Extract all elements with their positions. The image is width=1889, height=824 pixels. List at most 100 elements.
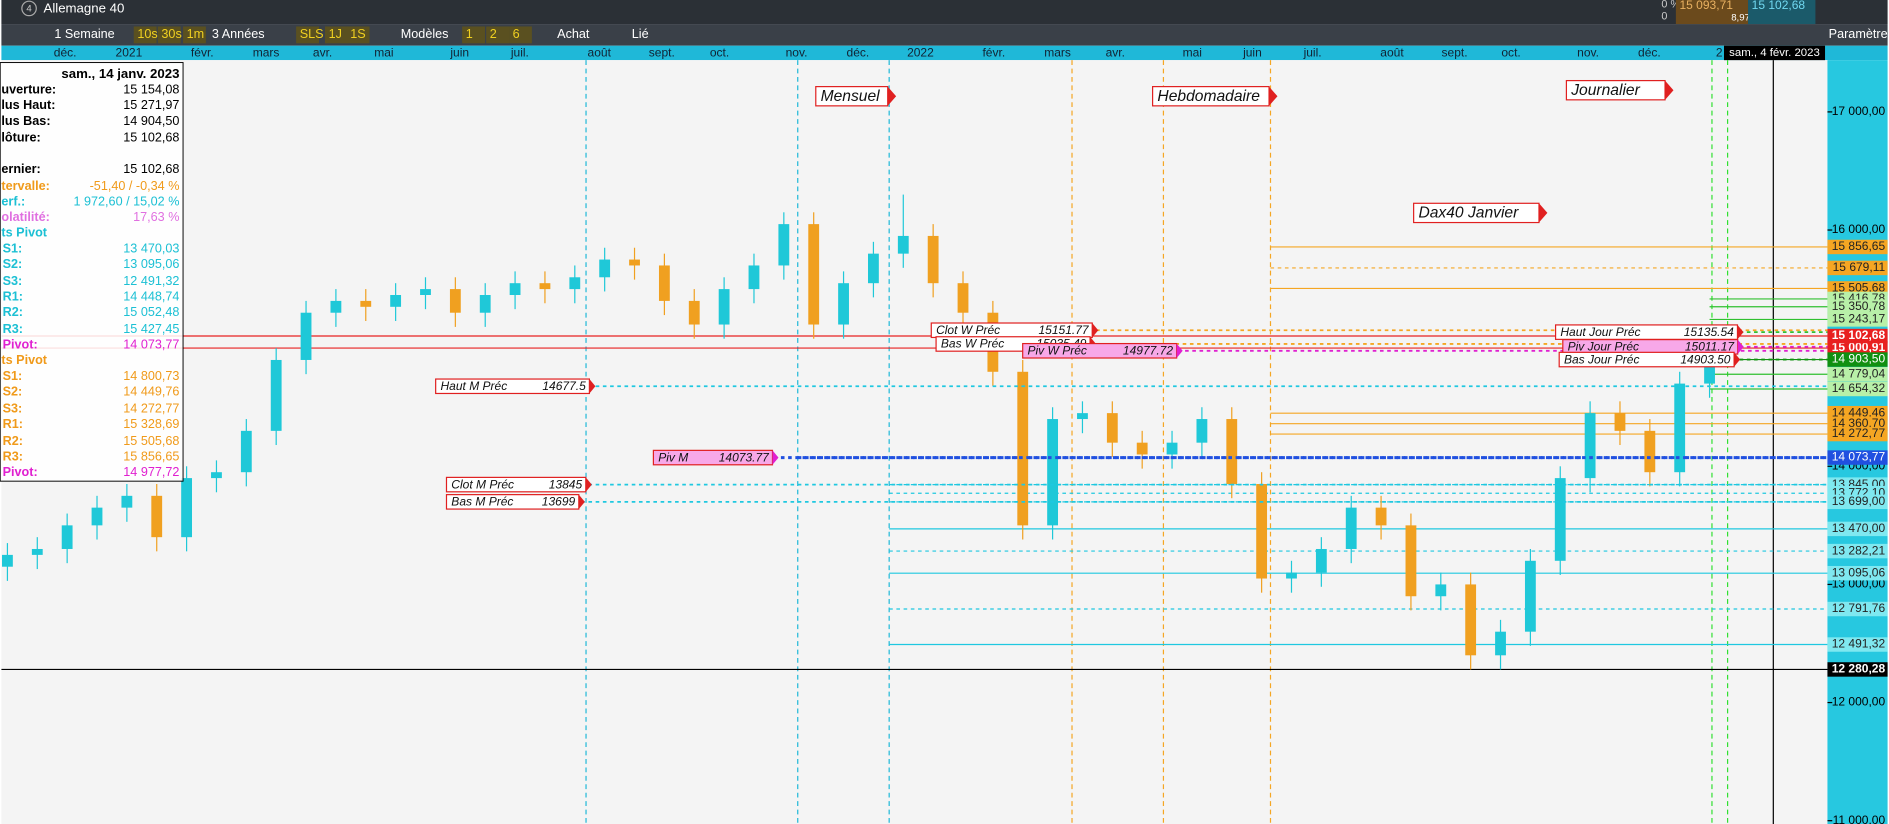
price-label: 14 073,77 xyxy=(1832,450,1886,464)
month-label: mai xyxy=(1183,46,1202,60)
annotation-arrow xyxy=(1665,80,1674,100)
panel-value: 15 052,48 xyxy=(123,305,179,319)
price-label-bg xyxy=(1827,381,1888,397)
button-bg xyxy=(157,26,181,44)
candle-body xyxy=(1256,484,1268,579)
panel-label: R3: xyxy=(3,322,23,336)
panel-label: olatilité: xyxy=(1,210,49,224)
candle-body xyxy=(1465,584,1477,656)
month-label: avr. xyxy=(1106,46,1125,60)
panel-value: 14 800,73 xyxy=(123,369,179,383)
panel-value: 1 972,60 / 15,02 % xyxy=(73,194,179,208)
price-axis xyxy=(1827,60,1888,824)
month-label: déc. xyxy=(1638,46,1661,60)
annotation-arrow xyxy=(1734,352,1741,367)
month-label: avr. xyxy=(313,46,332,60)
candle-body xyxy=(2,554,13,567)
panel-value: 15 856,65 xyxy=(123,449,179,463)
annotation-text: Piv M xyxy=(658,450,689,464)
price-label: 12 491,32 xyxy=(1832,637,1886,651)
annotation-arrow xyxy=(1092,323,1099,338)
month-label: mars xyxy=(1044,46,1071,60)
toolbar-item[interactable]: 6 xyxy=(513,27,520,41)
ask[interactable]: 15 102,68 xyxy=(1752,0,1806,12)
price-label: 13 699,00 xyxy=(1832,494,1886,508)
price-label: 15 679,11 xyxy=(1833,260,1886,274)
candle-body xyxy=(1495,631,1506,656)
panel-value: 15 102,68 xyxy=(123,131,179,145)
toolbar-item[interactable]: 1 Semaine xyxy=(54,27,114,41)
bid[interactable]: 15 093,71 xyxy=(1679,0,1733,12)
candle-body xyxy=(211,472,222,479)
info-panel xyxy=(0,62,184,482)
button-bg xyxy=(324,26,348,44)
toolbar-item[interactable]: 30s xyxy=(161,27,181,41)
candle-body xyxy=(1047,419,1059,526)
panel-title: sam., 14 janv. 2023 xyxy=(61,66,179,81)
panel-label: S1: xyxy=(3,241,23,255)
month-label: juil. xyxy=(1303,46,1322,60)
candle-body xyxy=(420,289,431,295)
price-label: 15 000,91 xyxy=(1832,340,1886,354)
y-tick-label: 12 000,00 xyxy=(1832,695,1886,709)
price-label: 12 791,76 xyxy=(1832,601,1886,615)
toolbar-item[interactable]: Achat xyxy=(557,27,590,41)
toolbar-item[interactable]: 1S xyxy=(350,27,365,41)
candle-body xyxy=(31,548,43,555)
annotation-text: Bas Jour Préc xyxy=(1564,352,1639,366)
candle-body xyxy=(1077,413,1088,420)
candle-body xyxy=(1226,419,1238,485)
settings[interactable]: Paramètres xyxy=(1829,27,1889,41)
toolbar-item[interactable]: SLS xyxy=(300,27,324,41)
price-label: 14 360,70 xyxy=(1832,416,1886,430)
price-label: 15 102,68 xyxy=(1832,328,1886,342)
time-axis xyxy=(1,45,1888,61)
panel-value: 13 095,06 xyxy=(123,257,179,271)
toolbar-item[interactable]: Lié xyxy=(632,27,649,41)
toolbar-item[interactable]: 1m xyxy=(187,27,205,41)
candle-body xyxy=(808,224,820,325)
annotation-arrow xyxy=(1269,86,1278,106)
candle-body xyxy=(778,224,790,266)
panel-label: Pivot: xyxy=(3,465,38,479)
price-label: 15 856,65 xyxy=(1832,239,1886,253)
month-label: mai xyxy=(374,46,393,60)
toolbar-item[interactable]: 1J xyxy=(329,27,342,41)
candle-body xyxy=(121,495,133,508)
panel-label: R3: xyxy=(3,449,23,463)
toolbar-item[interactable]: 3 Années xyxy=(212,27,265,41)
annotation-price: 14073.77 xyxy=(719,450,770,464)
instrument[interactable]: Allemagne 40 xyxy=(44,1,125,16)
candle-body xyxy=(1286,572,1297,579)
annotation-text: Haut Jour Préc xyxy=(1560,325,1640,339)
toolbar-item[interactable]: 10s xyxy=(137,27,157,41)
panel-value: 14 073,77 xyxy=(123,338,179,352)
annotation-price: 14677.5 xyxy=(542,379,586,393)
candle-body xyxy=(61,525,73,549)
annotation-text: Journalier xyxy=(1570,82,1640,99)
price-label-bg xyxy=(1827,450,1888,465)
crosshair-date: sam., 4 févr. 2023 xyxy=(1729,47,1820,59)
annotation-text: Bas M Préc xyxy=(451,495,513,509)
candle-body xyxy=(838,283,849,325)
toolbar-item[interactable]: 1 xyxy=(466,27,473,41)
month-label: nov. xyxy=(1577,46,1599,60)
price-label-bg xyxy=(1827,521,1888,537)
candle-body xyxy=(1166,442,1178,455)
month-label: juin xyxy=(1242,46,1262,60)
candle-body xyxy=(360,300,372,307)
price-label: 15 243,17 xyxy=(1832,312,1886,326)
toolbar-item[interactable]: 2 xyxy=(490,27,497,41)
candle-body xyxy=(897,235,909,254)
y-tick-label: 11 000,00 xyxy=(1833,813,1886,824)
candle-body xyxy=(240,430,252,473)
price-label-bg xyxy=(1827,340,1888,356)
panel-label: R1: xyxy=(3,417,23,431)
candle-body xyxy=(599,259,611,278)
toolbar-item[interactable]: Modèles xyxy=(401,27,449,41)
annotation-arrow xyxy=(578,494,585,510)
annotation-price: 15011.17 xyxy=(1685,340,1736,354)
candle-body xyxy=(539,283,551,290)
panel-value: 17,63 % xyxy=(133,210,179,224)
annotation-text: Mensuel xyxy=(821,88,881,105)
